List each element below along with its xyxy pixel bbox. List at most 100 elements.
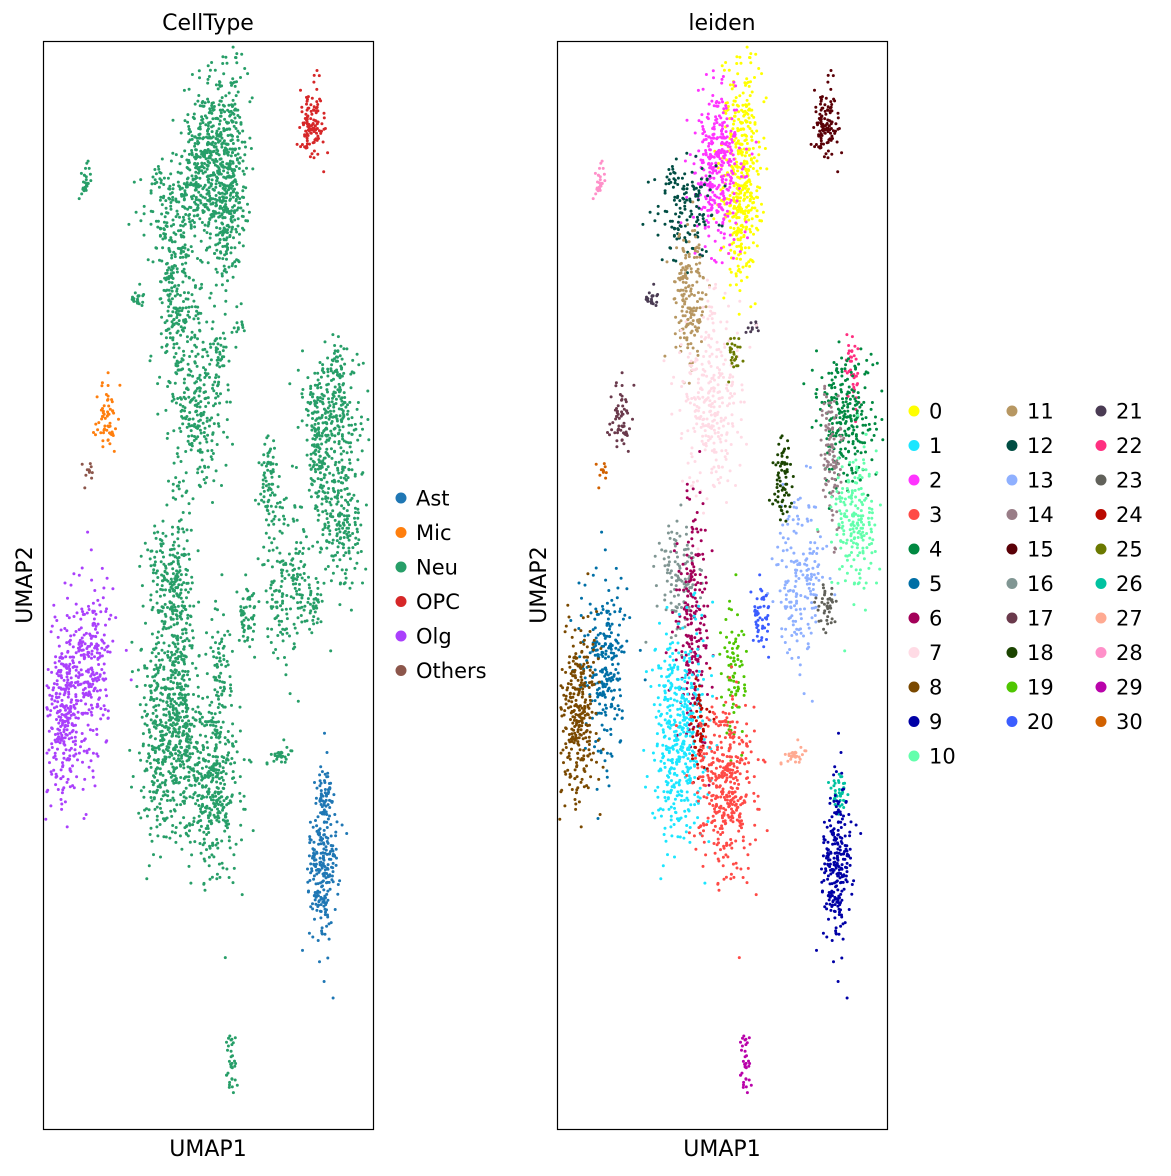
data-point: [241, 597, 245, 601]
data-point: [171, 790, 175, 794]
data-point: [205, 833, 209, 836]
data-point: [170, 532, 174, 536]
data-point: [184, 491, 188, 494]
data-point: [327, 417, 331, 421]
data-point: [137, 294, 141, 298]
data-point: [206, 354, 210, 358]
data-point: [169, 616, 173, 620]
data-point: [48, 693, 52, 697]
data-point: [50, 697, 54, 701]
data-point: [270, 627, 274, 631]
data-point: [338, 558, 342, 562]
data-point: [176, 170, 180, 174]
data-point: [198, 169, 202, 173]
data-point: [205, 320, 209, 324]
data-point: [171, 277, 175, 280]
data-point: [225, 236, 229, 240]
data-point: [212, 144, 216, 148]
data-point: [175, 578, 179, 582]
data-point: [196, 139, 200, 143]
data-point: [172, 223, 176, 226]
data-point: [151, 571, 155, 575]
data-point: [261, 482, 265, 486]
data-point: [135, 300, 139, 304]
data-point: [315, 868, 318, 872]
data-point: [315, 872, 319, 876]
data-point: [149, 826, 153, 830]
data-point: [62, 751, 66, 755]
data-point: [341, 425, 345, 429]
data-point: [230, 649, 234, 653]
data-point: [160, 648, 164, 652]
data-point: [187, 434, 191, 438]
data-point: [68, 709, 72, 712]
data-point: [282, 522, 286, 526]
data-point: [182, 645, 186, 649]
data-point: [193, 360, 197, 364]
data-point: [295, 631, 299, 635]
data-point: [335, 502, 339, 506]
data-point: [171, 641, 175, 645]
data-point: [307, 575, 310, 579]
data-point: [228, 159, 232, 163]
data-point: [176, 636, 179, 640]
data-point: [50, 746, 54, 749]
data-point: [215, 656, 219, 660]
data-point: [172, 623, 176, 627]
data-point: [194, 148, 198, 152]
data-point: [143, 722, 147, 726]
data-point: [157, 744, 161, 748]
data-point: [187, 552, 191, 556]
data-point: [190, 174, 194, 178]
data-point: [319, 546, 323, 550]
data-point: [172, 727, 176, 730]
data-point: [313, 410, 317, 414]
data-point: [183, 826, 187, 830]
data-point: [173, 774, 177, 778]
data-point: [342, 413, 346, 417]
data-point: [155, 666, 159, 670]
data-point: [332, 394, 336, 398]
data-point: [335, 820, 339, 824]
data-point: [117, 417, 120, 421]
data-point: [198, 287, 202, 291]
data-point: [325, 881, 328, 885]
data-point: [174, 734, 178, 738]
data-point: [213, 163, 217, 167]
data-point: [107, 617, 111, 621]
data-point: [169, 809, 173, 813]
data-point: [200, 169, 204, 173]
data-point: [182, 267, 186, 271]
data-point: [299, 145, 303, 149]
data-point: [212, 214, 216, 218]
data-point: [157, 167, 161, 171]
data-point: [185, 415, 189, 418]
data-point: [215, 392, 219, 395]
data-point: [169, 314, 173, 318]
data-point: [202, 758, 206, 762]
data-point: [208, 245, 212, 249]
data-point: [186, 613, 190, 617]
data-point: [333, 385, 337, 389]
data-point: [186, 616, 190, 620]
data-point: [260, 498, 264, 502]
data-point: [133, 291, 137, 295]
data-point: [199, 400, 203, 404]
data-point: [224, 742, 227, 746]
data-point: [333, 349, 337, 353]
data-point: [183, 693, 187, 697]
data-point: [223, 782, 227, 786]
data-point: [240, 893, 244, 897]
data-point: [327, 937, 331, 941]
data-point: [280, 608, 284, 612]
data-point: [182, 647, 186, 651]
data-point: [89, 685, 93, 689]
data-point: [211, 723, 215, 727]
data-point: [226, 153, 230, 157]
data-point: [155, 590, 159, 594]
data-point: [325, 924, 329, 928]
data-point: [185, 425, 189, 429]
data-point: [59, 674, 63, 678]
data-point: [233, 260, 237, 264]
data-point: [336, 883, 340, 886]
